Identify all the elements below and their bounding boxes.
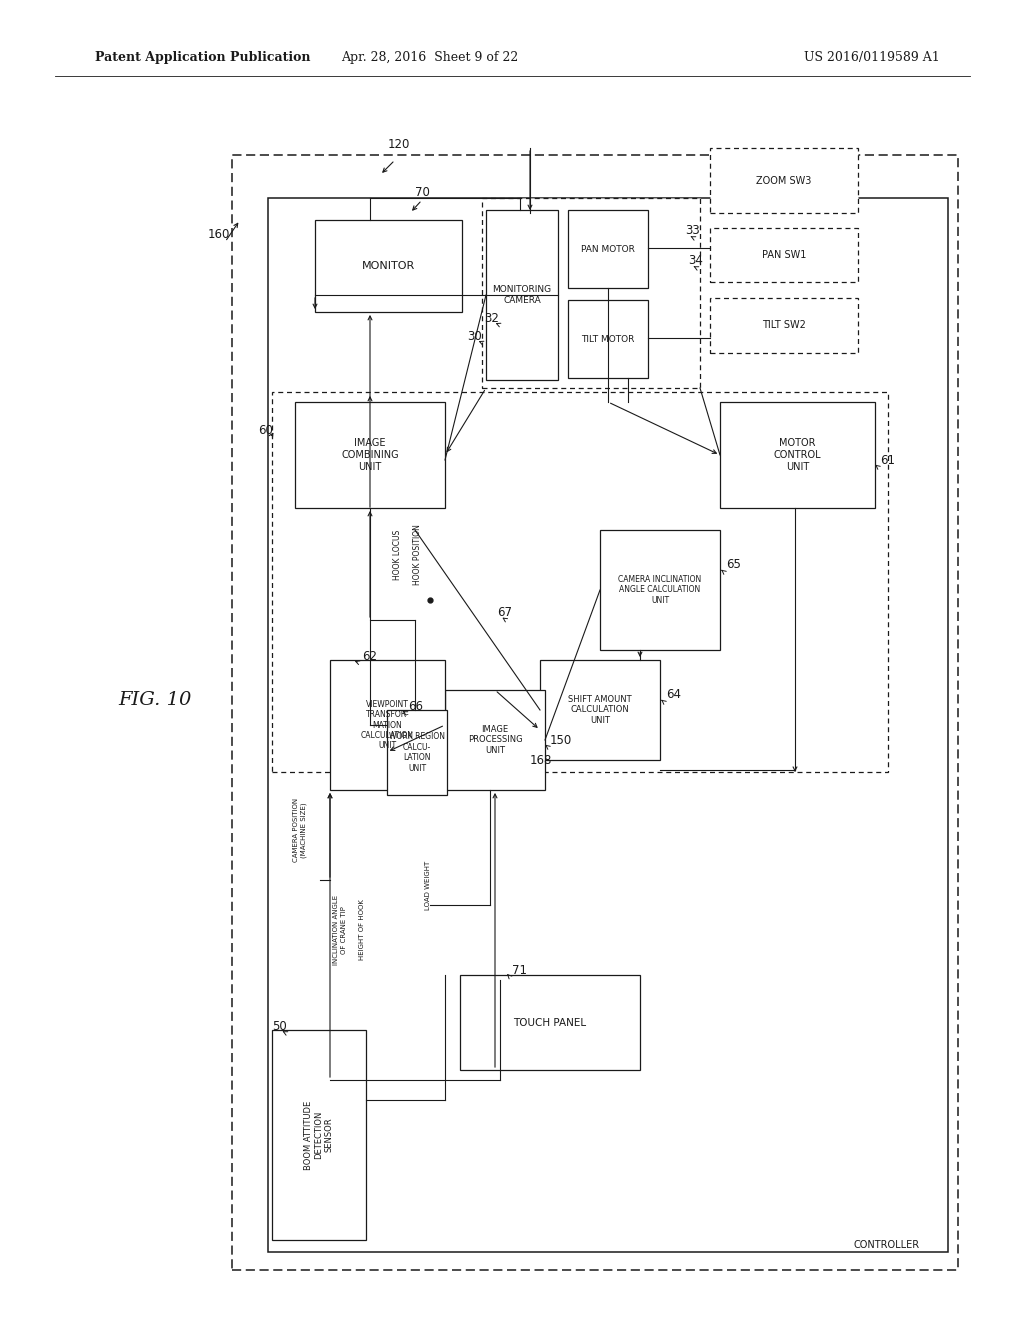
Text: 65: 65	[726, 558, 741, 572]
Text: 60: 60	[258, 424, 272, 437]
Text: 71: 71	[512, 964, 527, 977]
Bar	[232, 154, 958, 1270]
Text: TOUCH PANEL: TOUCH PANEL	[513, 1018, 587, 1027]
Text: 160: 160	[208, 228, 230, 242]
Text: 120: 120	[388, 139, 411, 152]
Bar	[330, 660, 445, 789]
Text: LOAD WEIGHT: LOAD WEIGHT	[425, 861, 431, 909]
Text: 61: 61	[880, 454, 895, 466]
Bar	[315, 220, 462, 312]
Text: HEIGHT OF HOOK: HEIGHT OF HOOK	[359, 899, 365, 961]
Bar	[295, 403, 445, 508]
Bar	[540, 660, 660, 760]
Text: 34: 34	[688, 253, 702, 267]
Text: 50: 50	[272, 1020, 287, 1034]
Text: 30: 30	[467, 330, 481, 342]
Text: MOTOR
CONTROL
UNIT: MOTOR CONTROL UNIT	[774, 438, 821, 471]
Text: CONTROLLER: CONTROLLER	[854, 1239, 920, 1250]
Text: VIEWPOINT
TRANSFOR-
MATION
CALCULATION
UNIT: VIEWPOINT TRANSFOR- MATION CALCULATION U…	[361, 700, 414, 750]
Text: 32: 32	[484, 312, 499, 325]
Text: CAMERA INCLINATION
ANGLE CALCULATION
UNIT: CAMERA INCLINATION ANGLE CALCULATION UNI…	[618, 576, 701, 605]
Text: HOOK POSITION: HOOK POSITION	[413, 524, 422, 586]
Text: TILT SW2: TILT SW2	[762, 321, 806, 330]
Bar	[568, 300, 648, 378]
Text: 168: 168	[530, 754, 552, 767]
Text: Apr. 28, 2016  Sheet 9 of 22: Apr. 28, 2016 Sheet 9 of 22	[341, 51, 518, 65]
Text: WORK REGION
CALCU-
LATION
UNIT: WORK REGION CALCU- LATION UNIT	[389, 733, 445, 772]
Text: 33: 33	[685, 223, 699, 236]
Text: 62: 62	[362, 651, 377, 664]
Bar	[482, 198, 700, 388]
Text: PAN MOTOR: PAN MOTOR	[581, 244, 635, 253]
Text: BOOM ATTITUDE
DETECTION
SENSOR: BOOM ATTITUDE DETECTION SENSOR	[304, 1101, 334, 1170]
Text: HOOK LOCUS: HOOK LOCUS	[393, 529, 402, 579]
Bar	[460, 975, 640, 1071]
Text: IMAGE
PROCESSING
UNIT: IMAGE PROCESSING UNIT	[468, 725, 522, 755]
Bar	[720, 403, 874, 508]
Text: US 2016/0119589 A1: US 2016/0119589 A1	[804, 51, 940, 65]
Text: 64: 64	[666, 689, 681, 701]
Text: SHIFT AMOUNT
CALCULATION
UNIT: SHIFT AMOUNT CALCULATION UNIT	[568, 696, 632, 725]
Text: INCLINATION ANGLE
OF CRANE TIP: INCLINATION ANGLE OF CRANE TIP	[334, 895, 346, 965]
Bar	[445, 690, 545, 789]
Bar	[600, 531, 720, 649]
Text: MONITORING
CAMERA: MONITORING CAMERA	[493, 285, 552, 305]
Text: 67: 67	[497, 606, 512, 619]
Text: 66: 66	[408, 701, 423, 714]
Bar	[268, 198, 948, 1251]
Text: TILT MOTOR: TILT MOTOR	[582, 334, 635, 343]
Bar	[486, 210, 558, 380]
Text: 70: 70	[415, 186, 430, 199]
Text: 150: 150	[550, 734, 572, 747]
Bar	[710, 148, 858, 213]
Bar	[272, 392, 888, 772]
Text: IMAGE
COMBINING
UNIT: IMAGE COMBINING UNIT	[341, 438, 398, 471]
Text: ZOOM SW3: ZOOM SW3	[757, 176, 812, 186]
Bar	[710, 298, 858, 352]
Text: PAN SW1: PAN SW1	[762, 249, 806, 260]
Text: CAMERA POSITION
(MACHINE SIZE): CAMERA POSITION (MACHINE SIZE)	[293, 797, 307, 862]
Bar	[272, 1030, 366, 1239]
Text: FIG. 10: FIG. 10	[119, 690, 191, 709]
Text: MONITOR: MONITOR	[361, 261, 415, 271]
Bar	[568, 210, 648, 288]
Bar	[387, 710, 447, 795]
Bar	[710, 228, 858, 282]
Text: Patent Application Publication: Patent Application Publication	[95, 51, 310, 65]
